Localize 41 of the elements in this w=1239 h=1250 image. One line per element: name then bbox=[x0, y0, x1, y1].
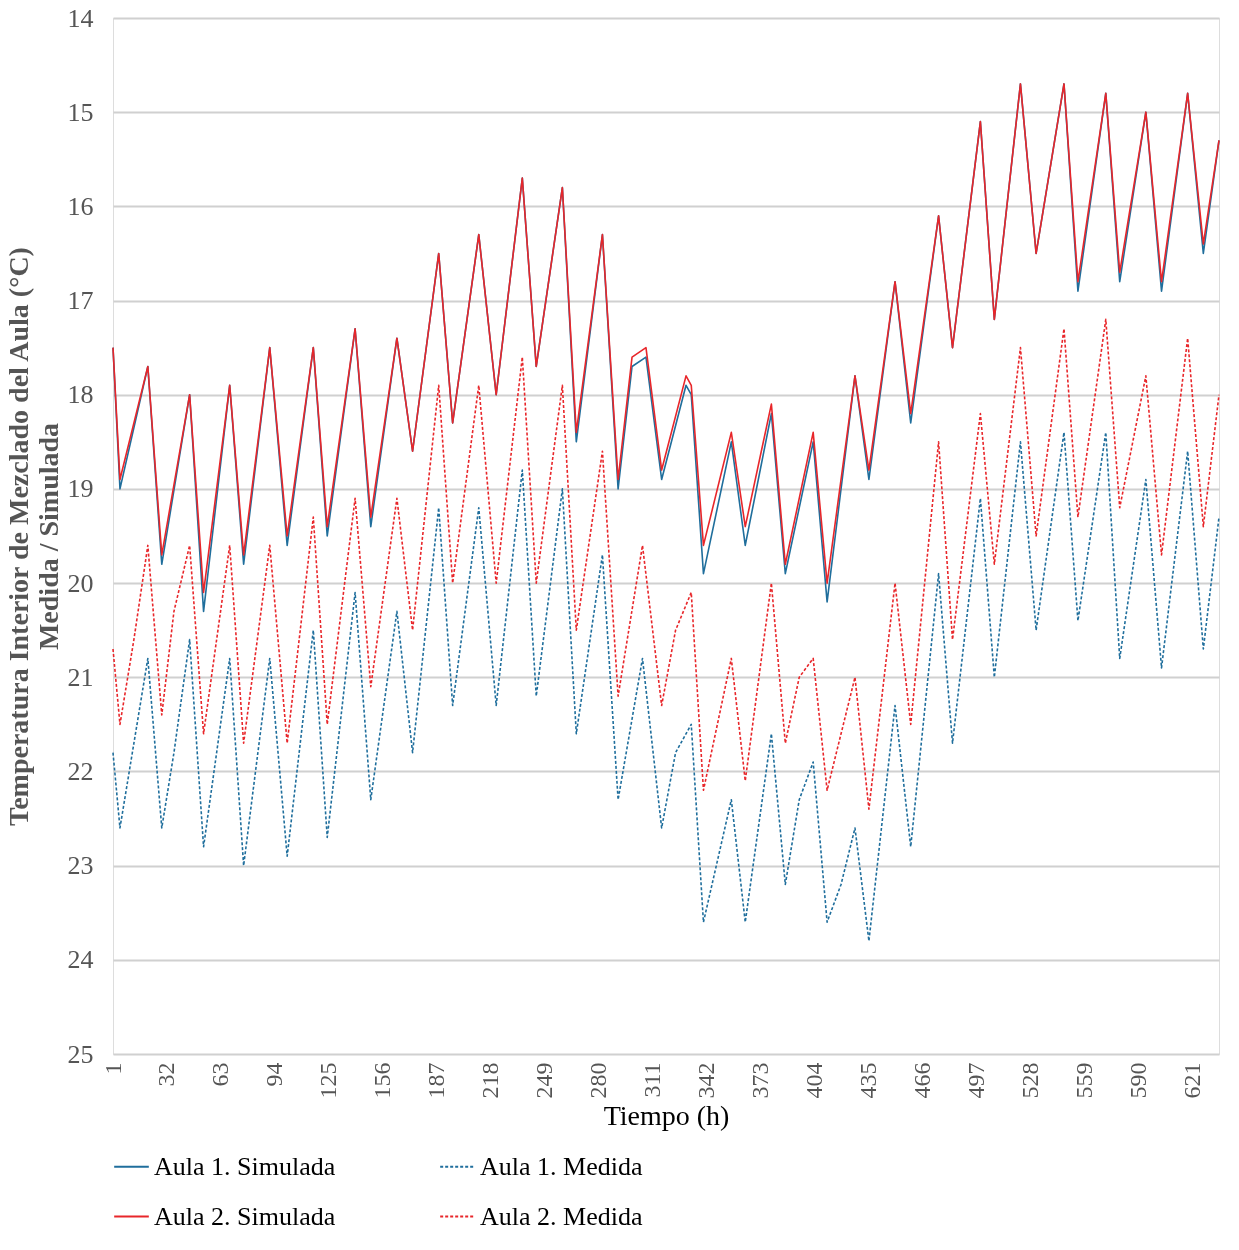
y-axis-title: Temperatura Interior de Mezclado del Aula (°C) Medida / Simulada bbox=[2, 247, 64, 826]
x-tick-label: 311 bbox=[639, 1062, 666, 1098]
legend-label: Aula 2. Medida bbox=[480, 1201, 643, 1231]
x-tick-label: 32 bbox=[153, 1062, 180, 1087]
y-tick-label: 25 bbox=[67, 1039, 94, 1069]
y-tick-label: 14 bbox=[67, 3, 94, 33]
x-tick-label: 1 bbox=[99, 1062, 126, 1075]
x-tick-label: 156 bbox=[369, 1062, 396, 1099]
y-tick-label: 20 bbox=[67, 568, 94, 598]
x-tick-label: 249 bbox=[531, 1062, 558, 1099]
x-tick-label: 528 bbox=[1017, 1062, 1044, 1099]
x-tick-label: 187 bbox=[423, 1062, 450, 1099]
legend-label: Aula 1. Simulada bbox=[154, 1151, 336, 1181]
y-tick-label: 23 bbox=[67, 851, 94, 881]
y-tick-label: 24 bbox=[67, 945, 94, 975]
x-tick-label: 373 bbox=[747, 1062, 774, 1099]
x-tick-label: 497 bbox=[963, 1062, 990, 1099]
x-tick-label: 621 bbox=[1179, 1062, 1206, 1099]
x-tick-label: 218 bbox=[477, 1062, 504, 1099]
x-tick-label: 435 bbox=[855, 1062, 882, 1099]
legend-label: Aula 2. Simulada bbox=[154, 1201, 336, 1231]
x-tick-label: 125 bbox=[315, 1062, 342, 1099]
x-tick-label: 559 bbox=[1071, 1062, 1098, 1099]
y-tick-label: 21 bbox=[67, 662, 94, 692]
legend-label: Aula 1. Medida bbox=[480, 1151, 643, 1181]
x-axis-title: Tiempo (h) bbox=[603, 1099, 730, 1131]
line-series bbox=[112, 318, 1220, 810]
x-tick-label: 280 bbox=[585, 1062, 612, 1099]
y-tick-label: 17 bbox=[67, 286, 94, 316]
y-tick-label: 16 bbox=[67, 191, 94, 221]
x-tick-label: 404 bbox=[801, 1062, 828, 1099]
x-tick-label: 466 bbox=[909, 1062, 936, 1099]
x-tick-label: 94 bbox=[261, 1062, 288, 1087]
y-tick-label: 22 bbox=[67, 756, 94, 786]
x-tick-label: 590 bbox=[1125, 1062, 1152, 1099]
y-tick-label: 15 bbox=[67, 97, 94, 127]
x-tick-label: 342 bbox=[693, 1062, 720, 1099]
y-tick-label: 18 bbox=[67, 380, 94, 410]
line-series bbox=[112, 431, 1220, 942]
y-tick-label: 19 bbox=[67, 474, 94, 504]
x-tick-label: 63 bbox=[207, 1062, 234, 1087]
